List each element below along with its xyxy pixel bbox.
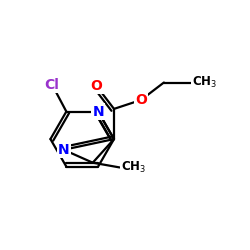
Text: CH$_3$: CH$_3$	[192, 75, 217, 90]
Text: O: O	[135, 93, 147, 107]
Text: CH$_3$: CH$_3$	[121, 160, 146, 175]
Text: N: N	[58, 143, 70, 157]
Text: N: N	[92, 104, 104, 118]
Text: Cl: Cl	[44, 78, 60, 92]
Text: O: O	[90, 79, 102, 93]
